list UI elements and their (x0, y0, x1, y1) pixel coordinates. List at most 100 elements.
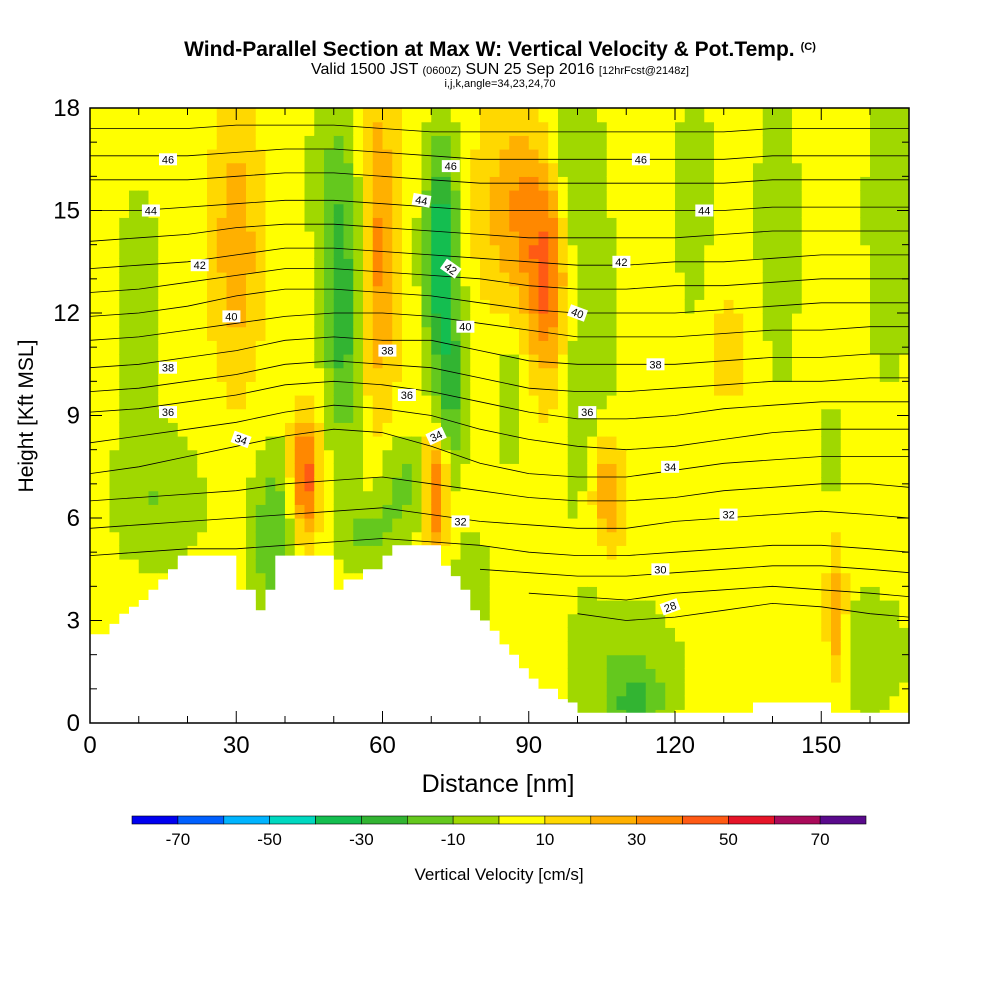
velocity-cell (402, 477, 413, 492)
velocity-cell (645, 272, 657, 287)
velocity-cell (675, 572, 686, 587)
velocity-cell (197, 545, 208, 560)
velocity-cell (236, 367, 247, 382)
velocity-cell (850, 135, 861, 150)
velocity-cell (90, 381, 101, 396)
velocity-cell (197, 463, 208, 478)
velocity-cell (831, 367, 842, 382)
velocity-cell (324, 108, 335, 123)
velocity-cell (558, 463, 569, 478)
velocity-cell (548, 504, 559, 519)
velocity-cell (548, 422, 559, 437)
velocity-cell (431, 326, 442, 341)
terrain-profile (90, 545, 909, 723)
velocity-cell (860, 572, 871, 587)
velocity-cell (558, 613, 569, 628)
velocity-cell (363, 422, 374, 437)
velocity-cell (314, 340, 325, 355)
velocity-cell (470, 504, 481, 519)
velocity-cell (714, 108, 725, 123)
theta-label-text: 40 (569, 306, 585, 321)
velocity-cell (860, 436, 871, 451)
velocity-cell (889, 504, 900, 519)
velocity-cell (645, 135, 657, 150)
colorbar-swatch (223, 815, 271, 825)
velocity-cell (889, 654, 900, 669)
velocity-cell (714, 641, 725, 656)
velocity-cell (343, 203, 354, 218)
velocity-cell (860, 162, 871, 177)
velocity-cell (138, 354, 150, 369)
velocity-cell (119, 326, 130, 341)
velocity-cell (723, 408, 735, 423)
velocity-cell (528, 149, 540, 164)
velocity-cell (480, 313, 491, 328)
velocity-cell (567, 545, 579, 560)
velocity-cell (382, 463, 393, 478)
velocity-cell (684, 422, 696, 437)
velocity-cell (762, 518, 774, 533)
velocity-cell (411, 135, 423, 150)
colorbar-swatch (728, 815, 775, 825)
velocity-cell (90, 217, 101, 232)
velocity-cell (304, 408, 315, 423)
velocity-cell (236, 449, 247, 464)
velocity-cell (665, 354, 676, 369)
velocity-cell (421, 162, 432, 177)
velocity-cell (255, 217, 267, 232)
colorbar-tick-label: -30 (349, 830, 374, 849)
velocity-cell (782, 231, 793, 246)
velocity-cell (197, 176, 208, 191)
velocity-cell (333, 299, 345, 314)
velocity-cell (441, 518, 452, 533)
velocity-cell (216, 176, 228, 191)
theta-label-box (230, 430, 252, 449)
velocity-cell (275, 367, 286, 382)
velocity-cell (99, 217, 111, 232)
velocity-cell (762, 682, 774, 697)
velocity-cell (860, 231, 871, 246)
velocity-cell (275, 340, 286, 355)
velocity-cell (431, 272, 442, 287)
velocity-cell (704, 272, 715, 287)
colorbar-tick-label: -10 (441, 830, 466, 849)
velocity-cell (187, 108, 198, 123)
velocity-cell (860, 313, 871, 328)
velocity-cell (138, 381, 150, 396)
velocity-cell (499, 559, 510, 574)
velocity-cell (753, 668, 764, 683)
velocity-cell (197, 149, 208, 164)
velocity-cell (772, 613, 783, 628)
velocity-cell (821, 135, 832, 150)
velocity-cell (392, 326, 403, 341)
velocity-cell (675, 682, 686, 697)
velocity-cell (197, 135, 208, 150)
velocity-cell (119, 285, 130, 300)
velocity-cell (216, 477, 228, 492)
velocity-cell (889, 436, 900, 451)
velocity-cell (441, 285, 452, 300)
velocity-cell (558, 682, 569, 697)
velocity-cell (499, 422, 510, 437)
velocity-cell (138, 408, 150, 423)
velocity-cell (119, 477, 130, 492)
velocity-cell (402, 436, 413, 451)
velocity-cell (743, 367, 754, 382)
velocity-cell (558, 518, 569, 533)
velocity-cell (499, 285, 510, 300)
velocity-cell (655, 668, 666, 683)
velocity-cell (236, 272, 247, 287)
velocity-cell (499, 190, 510, 205)
velocity-cell (850, 668, 861, 683)
velocity-cell (811, 641, 822, 656)
velocity-cell (285, 285, 296, 300)
velocity-cell (489, 162, 501, 177)
velocity-cell (801, 217, 813, 232)
velocity-cell (294, 531, 306, 546)
velocity-cell (538, 504, 549, 519)
velocity-cell (421, 108, 432, 123)
velocity-cell (860, 545, 871, 560)
velocity-cell (577, 381, 588, 396)
velocity-cell (899, 586, 909, 601)
